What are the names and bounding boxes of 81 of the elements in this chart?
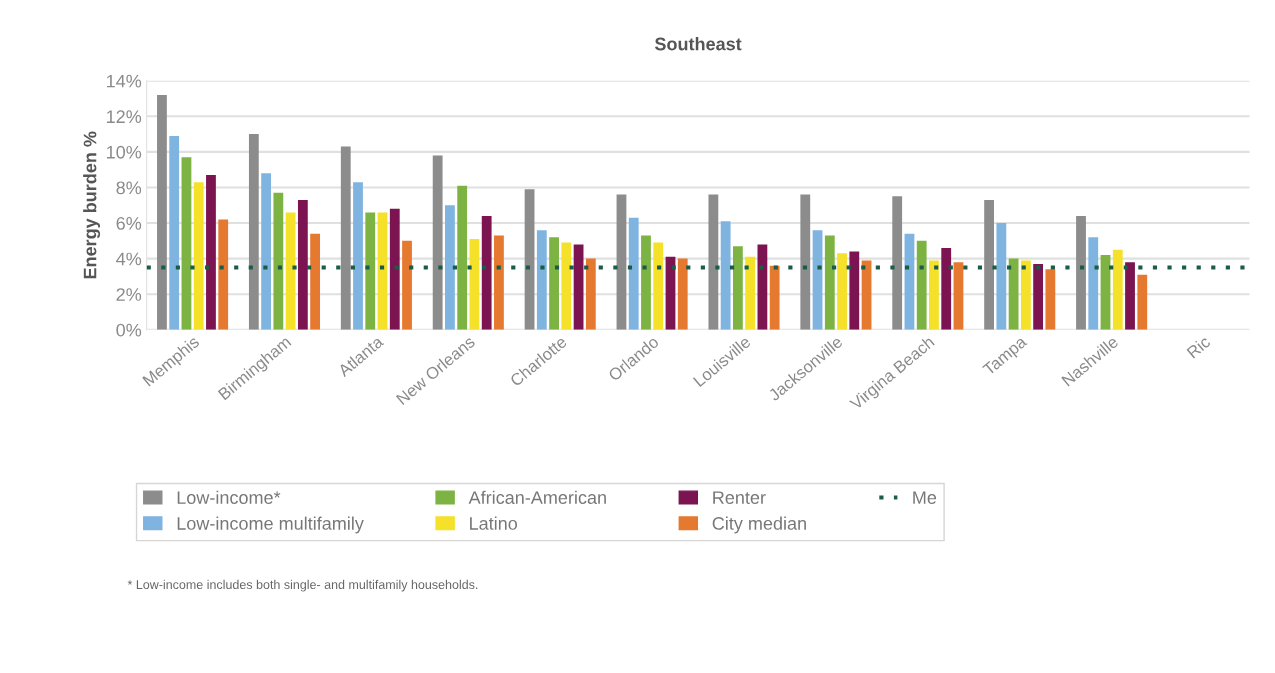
bar bbox=[457, 185, 468, 330]
bar bbox=[340, 146, 351, 330]
bar bbox=[941, 247, 952, 330]
bar bbox=[677, 258, 688, 330]
bar bbox=[824, 235, 835, 330]
bar bbox=[720, 221, 731, 330]
bar bbox=[248, 134, 259, 330]
y-tick-label: 8% bbox=[116, 181, 142, 195]
bar bbox=[549, 237, 559, 330]
bar bbox=[445, 205, 455, 330]
bar bbox=[285, 212, 296, 330]
bar bbox=[169, 135, 180, 330]
legend-label: Low-income* bbox=[177, 490, 281, 504]
bar bbox=[628, 217, 639, 330]
bar bbox=[261, 173, 271, 330]
bar bbox=[206, 175, 216, 330]
bar bbox=[837, 253, 847, 330]
legend-label: Me bbox=[913, 491, 937, 504]
x-tick-label: Ric bbox=[1186, 334, 1212, 359]
bar bbox=[1100, 255, 1111, 330]
bar bbox=[708, 194, 719, 330]
bar bbox=[494, 235, 504, 330]
bar bbox=[745, 256, 756, 330]
bar bbox=[389, 208, 400, 330]
bar bbox=[641, 235, 651, 330]
bar bbox=[353, 182, 363, 330]
bar bbox=[310, 233, 321, 330]
y-tick-label: 4% bbox=[116, 252, 142, 266]
bar bbox=[800, 194, 811, 330]
y-tick-label: 12% bbox=[107, 110, 142, 123]
bar bbox=[561, 242, 572, 330]
bar bbox=[1045, 269, 1056, 330]
bar bbox=[585, 258, 596, 330]
bar bbox=[996, 223, 1007, 330]
bar bbox=[573, 244, 584, 330]
bar bbox=[1033, 263, 1044, 330]
bar bbox=[469, 239, 480, 330]
bar bbox=[365, 212, 376, 330]
bar bbox=[984, 199, 994, 330]
bar bbox=[273, 192, 284, 330]
legend-label: City median bbox=[712, 516, 806, 534]
bar bbox=[1008, 258, 1019, 330]
legend-label: Renter bbox=[713, 491, 766, 504]
bar bbox=[769, 265, 780, 330]
legend-label: Low-income multifamily bbox=[177, 516, 364, 534]
bar bbox=[402, 240, 412, 330]
bar bbox=[1076, 215, 1086, 330]
bar bbox=[616, 194, 627, 330]
legend-label: Latino bbox=[470, 516, 518, 530]
bar bbox=[193, 182, 204, 330]
bar bbox=[297, 199, 308, 330]
bar bbox=[524, 189, 535, 330]
bar bbox=[953, 262, 964, 330]
bar bbox=[1020, 260, 1031, 330]
bar bbox=[757, 244, 768, 330]
bar bbox=[157, 94, 167, 330]
bar bbox=[1125, 262, 1135, 330]
bar bbox=[377, 212, 388, 330]
y-tick-label: 14% bbox=[107, 74, 142, 88]
bar bbox=[1137, 274, 1148, 330]
bar bbox=[892, 196, 903, 330]
y-axis-title: Energy burden % bbox=[83, 131, 101, 279]
bar bbox=[1112, 249, 1123, 330]
bar bbox=[218, 219, 229, 330]
bar bbox=[849, 251, 860, 330]
bar bbox=[481, 215, 492, 330]
y-tick-label: 2% bbox=[116, 288, 142, 301]
bar bbox=[536, 230, 547, 330]
bar bbox=[916, 240, 927, 330]
bar bbox=[929, 260, 939, 330]
legend-label: African-American bbox=[468, 490, 606, 504]
bar bbox=[432, 155, 443, 330]
y-tick-label: 6% bbox=[116, 216, 142, 230]
bar bbox=[732, 246, 743, 330]
chart-title: Southeast bbox=[654, 37, 742, 51]
bar bbox=[181, 157, 192, 330]
bar bbox=[653, 242, 664, 330]
y-tick-label: 0% bbox=[116, 323, 142, 337]
bar bbox=[1088, 237, 1099, 330]
text: * Low-income includes both single- and multifamily households. bbox=[127, 579, 478, 592]
y-tick-label: 10% bbox=[107, 145, 142, 159]
